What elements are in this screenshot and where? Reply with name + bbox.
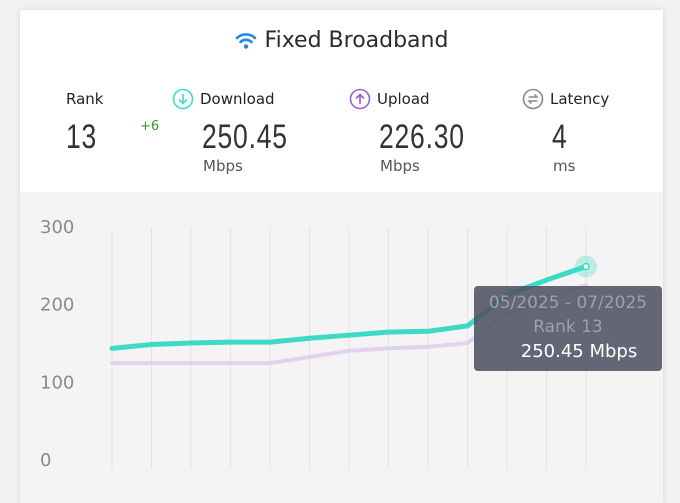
title: Fixed Broadband [264, 28, 449, 53]
stat-value: 4 [552, 118, 568, 156]
stat-label: Rank [66, 90, 104, 108]
stat-rank: Rank 13 +6 [66, 88, 196, 157]
wifi-icon [235, 33, 256, 49]
tooltip-box [474, 286, 662, 371]
stat-upload: Upload 226.30 Mbps [349, 88, 479, 175]
y-tick-label: 100 [40, 372, 74, 393]
card: Fixed Broadband Rank 13 +6 Download 250.… [20, 10, 663, 503]
rank-change: +6 [140, 119, 160, 134]
title-row: Fixed Broadband [20, 28, 663, 53]
y-tick-label: 300 [40, 217, 74, 238]
stat-value: 226.30 [379, 118, 465, 156]
stat-unit: Mbps [380, 157, 420, 175]
upload-icon [349, 88, 371, 110]
stat-unit: Mbps [203, 157, 243, 175]
tooltip-rank: Rank 13 [533, 317, 603, 337]
y-tick-label: 200 [40, 295, 74, 316]
stat-value: 13 [66, 118, 98, 156]
latency-icon [522, 88, 544, 110]
stat-latency: Latency 4 ms [522, 88, 652, 175]
highlight-dot [582, 262, 590, 271]
y-tick-label: 0 [40, 450, 51, 471]
stat-label: Download [200, 90, 275, 108]
tooltip-period: 05/2025 - 07/2025 [489, 293, 647, 313]
tooltip: 05/2025 - 07/2025 Rank 13 250.45 Mbps [474, 286, 662, 371]
stat-unit: ms [553, 157, 576, 175]
stat-label: Latency [550, 90, 610, 108]
tooltip-value: 250.45 Mbps [521, 341, 637, 362]
stat-label: Upload [377, 90, 430, 108]
stat-value: 250.45 [202, 118, 288, 156]
download-icon [172, 88, 194, 110]
stat-download: Download 250.45 Mbps [172, 88, 302, 175]
